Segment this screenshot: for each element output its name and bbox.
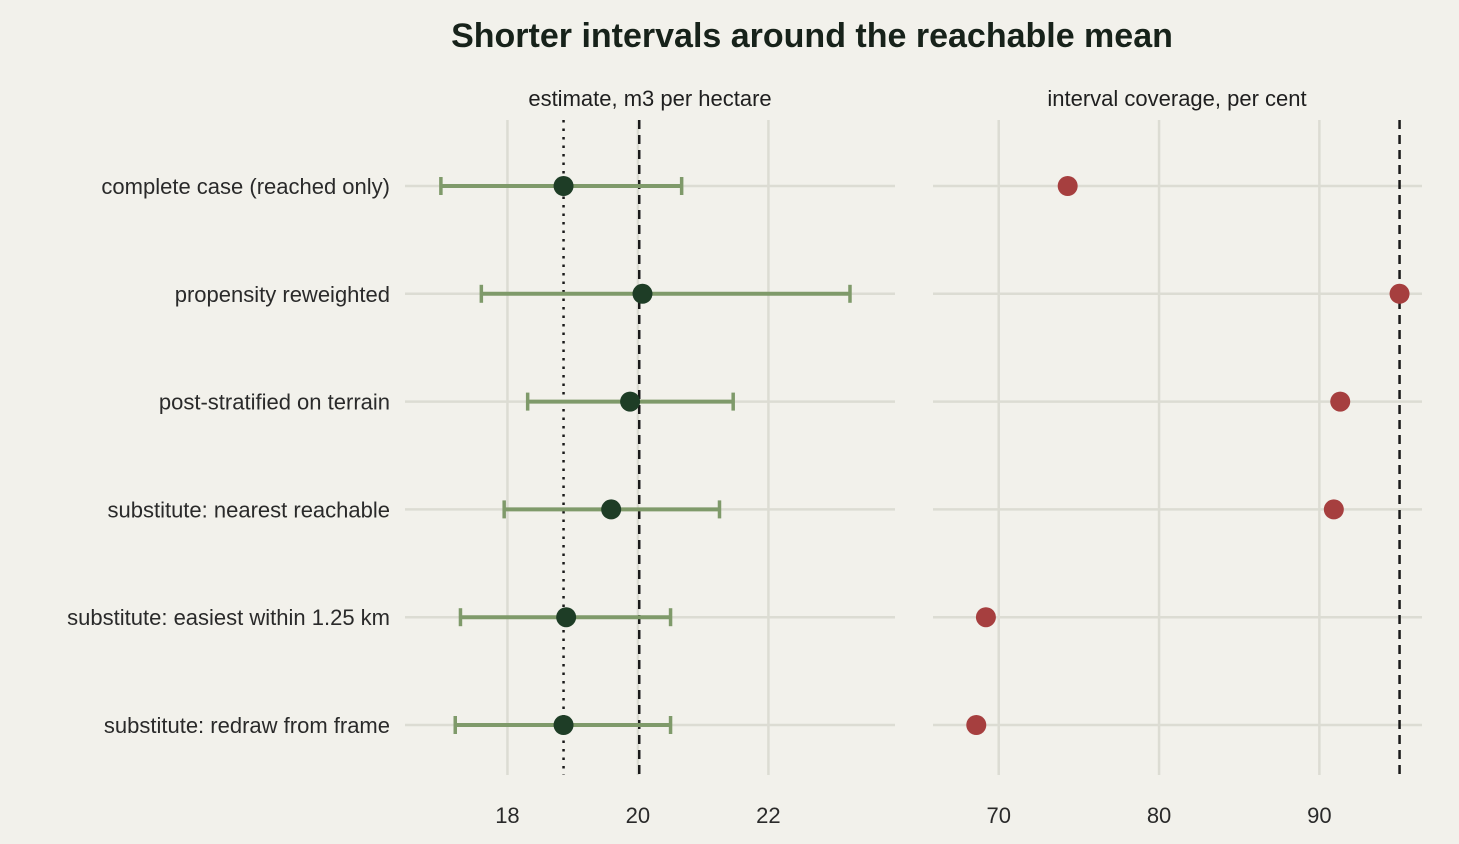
x-tick-label: 20 bbox=[626, 803, 650, 828]
coverage-point bbox=[1057, 176, 1078, 196]
row-label: post-stratified on terrain bbox=[159, 390, 390, 415]
chart-title: Shorter intervals around the reachable m… bbox=[451, 17, 1173, 55]
coverage-point bbox=[1323, 499, 1344, 520]
row-labels: complete case (reached only) propensity r… bbox=[67, 174, 390, 738]
x-tick-label: 18 bbox=[495, 803, 519, 828]
x-tick-label: 70 bbox=[986, 803, 1010, 828]
x-tick-label: 80 bbox=[1147, 803, 1171, 828]
estimate-point bbox=[556, 607, 577, 628]
estimate-point bbox=[553, 176, 574, 196]
row-label: complete case (reached only) bbox=[101, 174, 390, 199]
row-label: substitute: redraw from frame bbox=[104, 713, 390, 738]
coverage-panel: interval coverage, per cent 70 80 90 bbox=[933, 86, 1422, 828]
row-label: substitute: easiest within 1.25 km bbox=[67, 605, 390, 630]
row-label: propensity reweighted bbox=[175, 282, 390, 307]
estimate-point bbox=[601, 499, 622, 520]
x-tick-label: 22 bbox=[756, 803, 780, 828]
coverage-panel-title: interval coverage, per cent bbox=[1047, 86, 1306, 111]
estimate-point bbox=[620, 391, 641, 412]
estimate-point bbox=[553, 715, 574, 735]
coverage-point bbox=[1330, 391, 1351, 412]
row-label: substitute: nearest reachable bbox=[107, 497, 390, 522]
x-tick-label: 90 bbox=[1307, 803, 1331, 828]
estimate-panel-title: estimate, m3 per hectare bbox=[528, 86, 771, 111]
coverage-point bbox=[975, 607, 996, 628]
estimate-point bbox=[632, 283, 653, 304]
coverage-point bbox=[1389, 283, 1410, 304]
estimate-panel: estimate, m3 per hectare 18 20 22 bbox=[405, 86, 895, 828]
coverage-point bbox=[966, 715, 987, 735]
